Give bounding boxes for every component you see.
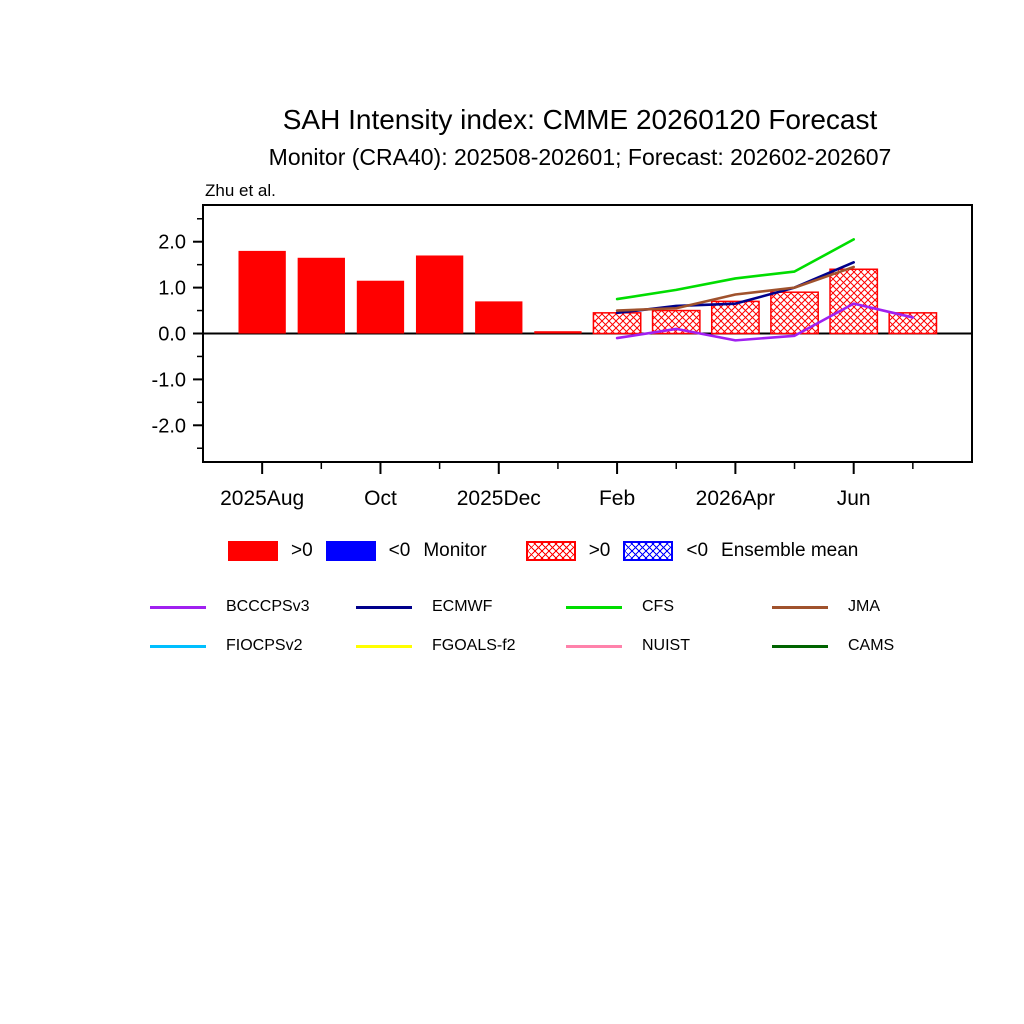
svg-text:2.0: 2.0 — [158, 232, 186, 254]
monitor-positive-swatch — [228, 541, 278, 561]
svg-text:Feb: Feb — [599, 487, 635, 510]
ensemble-positive-label: >0 — [588, 540, 611, 561]
model-legend: BCCCPSv3 ECMWF CFS JMA FIOCPSv2 FGOALS-f… — [150, 598, 984, 655]
model-legend-item: BCCCPSv3 — [150, 598, 356, 616]
model-legend-item: JMA — [772, 598, 984, 616]
svg-text:2026Apr: 2026Apr — [696, 487, 775, 510]
model-line-swatch — [772, 644, 828, 648]
chart-subtitle: Monitor (CRA40): 202508-202601; Forecast… — [268, 144, 892, 170]
model-legend-item: CFS — [566, 598, 772, 616]
model-label: FIOCPSv2 — [226, 637, 303, 654]
model-label: JMA — [848, 598, 880, 615]
bar-legend: >0 <0 Monitor >0 <0 Ensemble mean — [228, 540, 858, 562]
monitor-negative-label: <0 — [388, 540, 411, 561]
chart-title: SAH Intensity index: CMME 20260120 Forec… — [282, 104, 878, 135]
ensemble-negative-label: <0 — [686, 540, 709, 561]
ensemble-negative-swatch — [623, 541, 674, 561]
svg-text:-1.0: -1.0 — [152, 369, 186, 391]
monitor-positive-label: >0 — [291, 540, 313, 561]
svg-text:0.0: 0.0 — [158, 324, 186, 346]
model-line-swatch — [150, 605, 206, 609]
ensemble-positive-swatch — [525, 541, 576, 561]
model-legend-item: CAMS — [772, 637, 984, 655]
monitor-negative-swatch — [325, 541, 376, 561]
svg-text:Oct: Oct — [364, 487, 397, 510]
model-label: NUIST — [642, 637, 690, 654]
model-legend-item: ECMWF — [356, 598, 566, 616]
monitor-label: Monitor — [423, 540, 487, 561]
model-line-swatch — [356, 644, 412, 648]
forecast-plot-svg: 2.0 1.0 0.0 -1.0 -2.0 2025Aug Oct 2025Dec Feb 202… — [152, 204, 973, 510]
svg-text:1.0: 1.0 — [158, 278, 186, 300]
model-legend-item: NUIST — [566, 637, 772, 655]
model-line-swatch — [356, 605, 412, 609]
model-label: FGOALS-f2 — [432, 637, 516, 654]
model-legend-item: FIOCPSv2 — [150, 637, 356, 655]
model-line-swatch — [150, 644, 206, 648]
model-line-swatch — [566, 644, 622, 648]
model-label: CFS — [642, 598, 674, 615]
model-label: BCCCPSv3 — [226, 598, 310, 615]
model-label: ECMWF — [432, 598, 493, 615]
svg-text:-2.0: -2.0 — [152, 415, 186, 437]
svg-text:Jun: Jun — [837, 487, 871, 510]
model-line-swatch — [772, 605, 828, 609]
svg-text:2025Dec: 2025Dec — [457, 487, 541, 510]
ensemble-mean-label: Ensemble mean — [721, 540, 859, 561]
svg-text:2025Aug: 2025Aug — [220, 487, 304, 510]
model-label: CAMS — [848, 637, 895, 654]
model-legend-item: FGOALS-f2 — [356, 637, 566, 655]
model-line-swatch — [566, 605, 622, 609]
annotation-zhu-et-al: Zhu et al. — [205, 181, 276, 200]
